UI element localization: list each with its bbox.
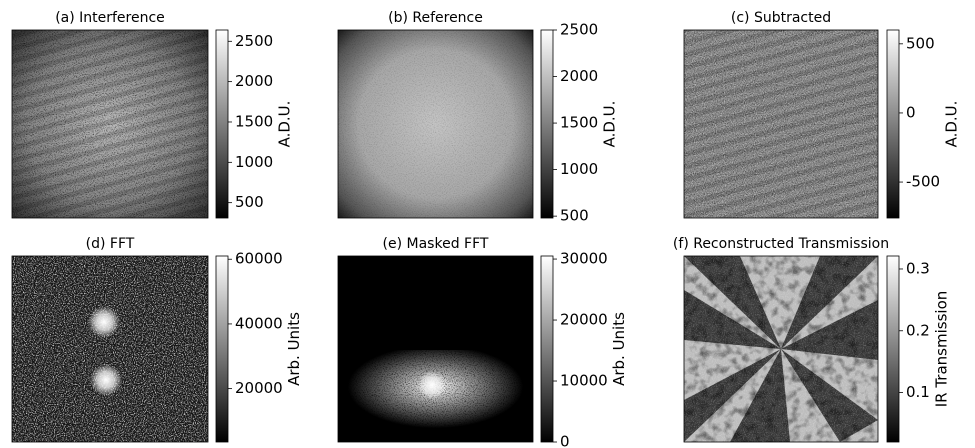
colorbar-label: Arb. Units (285, 312, 303, 386)
colorbar-tick-label: 500 (235, 193, 264, 211)
colorbar-label: A.D.U. (276, 101, 294, 148)
colorbar (216, 30, 228, 218)
colorbar-tick-label: 0 (906, 103, 916, 121)
colorbar-label: Arb. Units (610, 312, 628, 386)
image-e (338, 256, 533, 442)
image-c (684, 30, 878, 218)
colorbar (216, 256, 228, 442)
colorbar-tick-label: 0 (560, 433, 570, 448)
colorbar-tick-label: 30000 (560, 250, 608, 268)
colorbar-tick-label: 2000 (235, 72, 273, 90)
colorbar-tick-label: 20000 (560, 311, 608, 329)
colorbar (887, 256, 899, 442)
colorbar-tick-label: 0.3 (906, 259, 930, 277)
panel-title: (d) FFT (86, 236, 135, 252)
image-f (684, 256, 878, 442)
colorbar-tick-label: 500 (560, 207, 589, 225)
colorbar-tick-label: 60000 (235, 250, 283, 268)
colorbar-tick-label: 2500 (560, 21, 598, 39)
panel-title: (e) Masked FFT (383, 236, 489, 252)
colorbar-tick-label: 0.2 (906, 321, 930, 339)
colorbar-tick-label: 0.1 (906, 383, 930, 401)
colorbar (887, 30, 899, 218)
colorbar-label: A.D.U. (601, 101, 619, 148)
panel-title: (b) Reference (388, 10, 483, 26)
colorbar-label: A.D.U. (943, 101, 961, 148)
colorbar-label: IR Transmission (932, 291, 950, 408)
panel-title: (f) Reconstructed Transmission (673, 236, 889, 252)
colorbar-tick-label: 2500 (235, 32, 273, 50)
colorbar-tick-label: 10000 (560, 372, 608, 390)
colorbar-tick-label: 1000 (235, 153, 273, 171)
colorbar-tick-label: 20000 (235, 379, 283, 397)
panel-title: (a) Interference (55, 10, 165, 26)
colorbar-tick-label: 1500 (560, 114, 598, 132)
panel-title: (c) Subtracted (731, 10, 831, 26)
colorbar-tick-label: 1500 (235, 112, 273, 130)
image-d (12, 256, 208, 442)
colorbar-tick-label: 2000 (560, 67, 598, 85)
colorbar-tick-label: 40000 (235, 314, 283, 332)
colorbar-tick-label: -500 (906, 173, 940, 191)
figure: (a) Interference 500 1000 1500 2000 2500 A.D.U… (0, 0, 975, 448)
colorbar-tick-label: 1000 (560, 160, 598, 178)
image-b (338, 30, 533, 218)
colorbar (541, 256, 553, 442)
colorbar (541, 30, 553, 218)
image-a (12, 30, 208, 218)
colorbar-tick-label: 500 (906, 34, 935, 52)
